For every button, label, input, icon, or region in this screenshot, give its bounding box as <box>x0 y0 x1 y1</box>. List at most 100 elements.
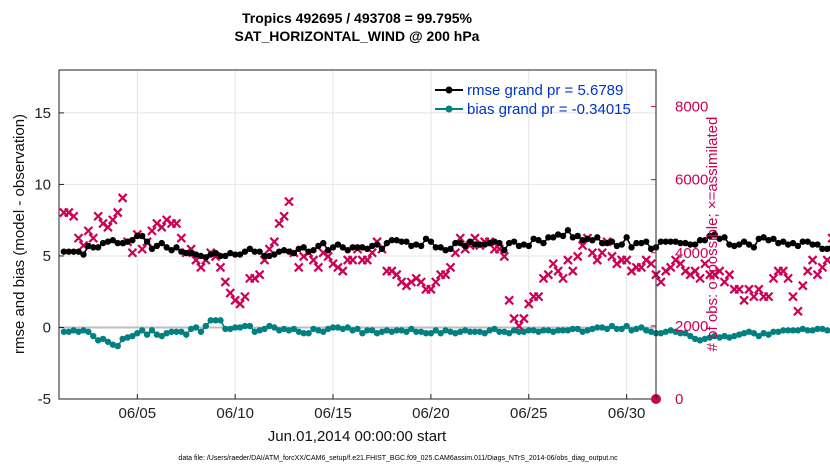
assimilated-count-marker <box>802 266 813 276</box>
assimilated-marker-stroke <box>396 277 407 287</box>
rmse-point <box>804 238 811 245</box>
assimilated-count-marker <box>700 258 710 269</box>
assimilated-marker-stroke <box>563 255 573 265</box>
bias-point <box>760 330 767 337</box>
assimilated-marker-stroke <box>690 266 700 276</box>
bias-point <box>682 330 689 337</box>
bias-point <box>417 328 425 335</box>
bias-point <box>403 328 410 335</box>
rmse-point <box>471 241 479 248</box>
assimilated-count-marker <box>807 255 818 265</box>
rmse-point <box>721 234 728 241</box>
assimilated-marker-stroke <box>558 273 568 284</box>
assimilated-count-marker <box>294 262 304 273</box>
assimilated-marker-stroke <box>254 269 265 280</box>
rmse-point <box>687 241 694 248</box>
rmse-point <box>339 244 347 251</box>
bias-point <box>677 330 684 337</box>
bias-point <box>300 330 307 337</box>
rmse-point <box>178 248 185 255</box>
bias-point <box>393 327 400 334</box>
assimilated-marker-stroke <box>386 266 397 276</box>
assimilated-marker-stroke <box>450 247 461 258</box>
y-tick-label: 5 <box>43 248 51 265</box>
assimilated-count-marker <box>827 233 830 243</box>
assimilated-marker-stroke <box>274 218 284 229</box>
assimilated-marker-stroke <box>592 255 603 265</box>
rmse-point <box>608 238 616 245</box>
assimilated-marker-stroke <box>714 266 725 276</box>
assimilated-marker-stroke <box>753 284 764 295</box>
assimilated-marker-stroke <box>523 299 534 309</box>
rmse-point <box>383 239 391 247</box>
rmse-point <box>202 254 210 261</box>
rmse-point <box>466 238 474 245</box>
bias-point <box>114 342 121 350</box>
rmse-point <box>231 251 239 258</box>
bias-point <box>368 327 376 334</box>
bias-point <box>711 332 718 340</box>
assimilated-marker-stroke <box>313 262 324 273</box>
assimilated-count-marker <box>783 273 793 284</box>
bias-point <box>608 322 616 330</box>
bias-point <box>138 327 146 334</box>
rmse-point <box>750 244 758 251</box>
bias-point <box>745 328 753 335</box>
assimilated-marker-stroke <box>112 207 123 218</box>
rmse-point <box>559 232 567 240</box>
bias-point <box>584 327 591 334</box>
rmse-point <box>515 242 523 250</box>
rmse-point <box>222 252 229 260</box>
rmse-point <box>814 241 821 248</box>
assimilated-marker-stroke <box>338 266 348 276</box>
assimilated-marker-stroke <box>700 258 710 269</box>
bias-point <box>647 328 655 335</box>
rmse-point <box>755 235 762 242</box>
bias-point <box>99 335 107 343</box>
bias-point <box>359 330 366 337</box>
assimilated-count-marker <box>73 233 84 243</box>
bias-point <box>687 332 694 340</box>
assimilated-count-marker <box>788 291 798 302</box>
assimilated-count-marker <box>440 269 451 280</box>
data-file-footnote: data file: /Users/raeder/DAI/ATM_forcXX/… <box>178 455 618 462</box>
assimilated-marker-stroke <box>347 255 358 265</box>
bias-point <box>192 324 200 331</box>
assimilated-count-marker <box>724 269 735 280</box>
assimilated-marker-stroke <box>83 226 94 236</box>
rmse-point <box>491 238 498 245</box>
assimilated-marker-stroke <box>284 196 294 207</box>
rmse-point <box>266 252 273 260</box>
bias-point <box>819 325 826 333</box>
rmse-point <box>633 239 640 247</box>
assimilated-marker-stroke <box>235 299 245 309</box>
rmse-point <box>486 239 493 247</box>
bias-point <box>427 330 435 337</box>
assimilated-marker-stroke <box>802 266 813 276</box>
rmse-point <box>780 238 787 245</box>
y-axis-label: rmse and bias (model - observation) <box>11 114 28 354</box>
rmse-point <box>104 238 112 245</box>
assimilated-count-marker <box>323 251 333 262</box>
bias-point <box>755 332 762 340</box>
assimilated-marker-stroke <box>308 255 319 265</box>
assimilated-count-marker <box>656 277 666 287</box>
rmse-point <box>520 241 528 248</box>
bias-point <box>540 327 547 334</box>
rmse-point <box>672 238 679 245</box>
rmse-point <box>770 235 777 242</box>
bias-point <box>408 325 415 333</box>
rmse-point <box>183 249 190 257</box>
bias-point <box>525 327 532 334</box>
assimilated-marker-stroke <box>391 269 402 280</box>
bias-point <box>691 335 699 343</box>
assimilated-count-marker <box>338 266 348 276</box>
bias-point <box>623 322 630 330</box>
bias-point <box>466 328 474 335</box>
rmse-point <box>824 245 830 253</box>
bias-point <box>305 330 312 337</box>
bias-point <box>579 328 586 335</box>
bias-point <box>222 325 229 333</box>
assimilated-count-marker <box>308 255 319 265</box>
rmse-point <box>540 239 547 247</box>
